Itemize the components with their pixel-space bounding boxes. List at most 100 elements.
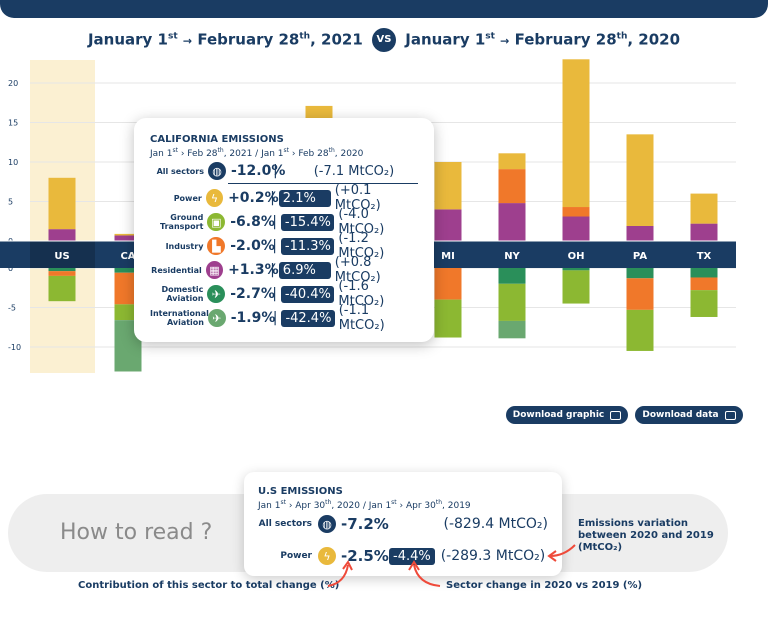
bar-segment	[690, 268, 718, 278]
bar-segment	[498, 203, 526, 241]
tooltip-row-contrib: -1.9%	[230, 310, 276, 326]
tooltip-divider	[228, 183, 418, 184]
period-comparison-title: January 1st → February 28th, 2021 VS Jan…	[0, 28, 768, 52]
tooltip-row-abs: (-4.0 MtCO₂)	[338, 207, 385, 237]
tooltip-row-pct: -40.4%	[280, 285, 335, 303]
bar-segment	[626, 309, 654, 351]
tooltip-row-abs: (+0.1 MtCO₂)	[334, 183, 381, 213]
tooltip-row-abs: (-1.1 MtCO₂)	[338, 303, 385, 333]
y-tick-label: -5	[8, 304, 16, 313]
category-label: PA	[633, 251, 647, 262]
globe-icon: ◍	[208, 162, 226, 180]
bar-segment	[48, 229, 76, 241]
y-tick-label: 10	[8, 158, 18, 167]
bolt-icon: ϟ	[318, 547, 336, 565]
note-contribution: Contribution of this sector to total cha…	[78, 580, 340, 591]
tooltip-row-label: International Aviation	[150, 309, 209, 327]
y-tick-label: 20	[8, 79, 18, 88]
bar-segment	[690, 193, 718, 224]
tooltip-row: Domestic Aviation ✈ -2.7% | -40.4% (-1.6 MtCO…	[150, 279, 418, 309]
download-data-button[interactable]: Download data	[635, 406, 743, 424]
tooltip-row-contrib: +1.3%	[228, 262, 279, 278]
category-label: TX	[697, 251, 712, 262]
bar-segment	[434, 299, 462, 338]
bar-segment	[114, 235, 142, 241]
category-label: CA	[120, 251, 135, 262]
bar-segment	[562, 270, 590, 304]
car-icon: ▣	[207, 213, 226, 231]
vs-badge: VS	[372, 28, 396, 52]
tooltip-row-label: Industry	[165, 241, 204, 251]
bar-segment	[626, 278, 654, 310]
tooltip-row-abs: (-1.6 MtCO₂)	[338, 279, 385, 309]
y-tick-label: 5	[8, 198, 13, 207]
globe-icon: ◍	[318, 515, 336, 533]
tooltip-row-label: Power	[173, 193, 202, 203]
category-label: NY	[504, 251, 520, 262]
bar-segment	[690, 223, 718, 241]
bar-segment	[562, 59, 590, 208]
bar-segment	[114, 268, 142, 273]
tooltip-row: Power ϟ +0.2% | 2.1% (+0.1 MtCO₂)	[150, 183, 418, 213]
tooltip-row-contrib: -6.8%	[230, 214, 275, 230]
bar-segment	[498, 169, 526, 204]
example-row-power: Power ϟ -2.5% -4.4% (-289.3 MtCO₂)	[280, 547, 546, 565]
bar-segment	[498, 153, 526, 170]
tooltip-row-contrib: -2.7%	[230, 286, 275, 302]
bar-segment	[626, 268, 654, 279]
factory-icon: ▙	[207, 237, 226, 255]
tooltip-row-label: Ground Transport	[160, 213, 204, 231]
bolt-icon: ϟ	[205, 189, 224, 207]
bar-segment	[562, 216, 590, 241]
example-row-all-sectors: All sectors ◍ -7.2% (-829.4 MtCO₂)	[258, 515, 548, 533]
tooltip-row-abs: (-1.2 MtCO₂)	[338, 231, 385, 261]
tooltip-row-all-sectors: All sectors ◍ -12.0% | (-7.1 MtCO₂)	[156, 162, 395, 180]
category-label: MI	[441, 251, 455, 262]
tooltip-row-pct: 2.1%	[278, 189, 331, 207]
tooltip-row-contrib: +0.2%	[228, 190, 279, 206]
category-label: OH	[568, 251, 585, 262]
plane-icon: ✈	[207, 285, 226, 303]
tooltip-row-contrib: -2.0%	[230, 238, 275, 254]
bar-segment	[562, 268, 590, 271]
bar-segment	[626, 134, 654, 226]
tooltip-period: Jan 1st › Feb 28th, 2021 / Jan 1st › Feb…	[150, 147, 364, 159]
y-tick-label: 0	[8, 264, 13, 273]
how-to-read-example-card: U.S EMISSIONS Jan 1st › Apr 30th, 2020 /…	[244, 472, 562, 576]
note-sector-change: Sector change in 2020 vs 2019 (%)	[446, 580, 643, 591]
globe-plane-icon: ✈	[208, 309, 226, 327]
bar-segment	[562, 207, 590, 217]
category-label: US	[54, 251, 69, 262]
download-graphic-button[interactable]: Download graphic	[506, 406, 628, 424]
image-icon	[610, 410, 622, 420]
y-tick-label: 15	[8, 119, 18, 128]
bar-segment	[48, 271, 76, 276]
building-icon: ▦	[205, 261, 224, 279]
tooltip-row: Industry ▙ -2.0% | -11.3% (-1.2 MtCO₂)	[150, 231, 418, 261]
bar-segment	[434, 209, 462, 241]
y-tick-label: -10	[8, 343, 21, 352]
tooltip-row-label: Residential	[151, 265, 202, 275]
how-to-read-label: How to read ?	[60, 520, 213, 545]
bar-segment	[114, 233, 142, 236]
tooltip-row-abs: (+0.8 MtCO₂)	[334, 255, 381, 285]
bar-segment	[498, 283, 526, 321]
category-band-selected	[30, 241, 95, 268]
california-tooltip: CALIFORNIA EMISSIONS Jan 1st › Feb 28th,…	[134, 118, 434, 342]
bar-segment	[48, 275, 76, 302]
tooltip-title: CALIFORNIA EMISSIONS	[150, 134, 284, 145]
top-bar	[0, 0, 768, 18]
tooltip-row: Residential ▦ +1.3% | 6.9% (+0.8 MtCO₂)	[150, 255, 418, 285]
bar-segment	[690, 290, 718, 317]
bar-segment	[498, 268, 526, 284]
bar-segment	[690, 277, 718, 291]
bar-segment	[498, 320, 526, 339]
tooltip-row-pct: -42.4%	[281, 309, 335, 327]
note-emissions-variation: Emissions variation between 2020 and 201…	[578, 518, 714, 553]
bar-segment	[626, 225, 654, 241]
tooltip-row-label: Domestic Aviation	[161, 285, 204, 303]
bar-segment	[48, 177, 76, 230]
tooltip-row-pct: 6.9%	[278, 261, 331, 279]
bar-segment	[434, 268, 462, 300]
tooltip-row-pct: -15.4%	[280, 213, 335, 231]
